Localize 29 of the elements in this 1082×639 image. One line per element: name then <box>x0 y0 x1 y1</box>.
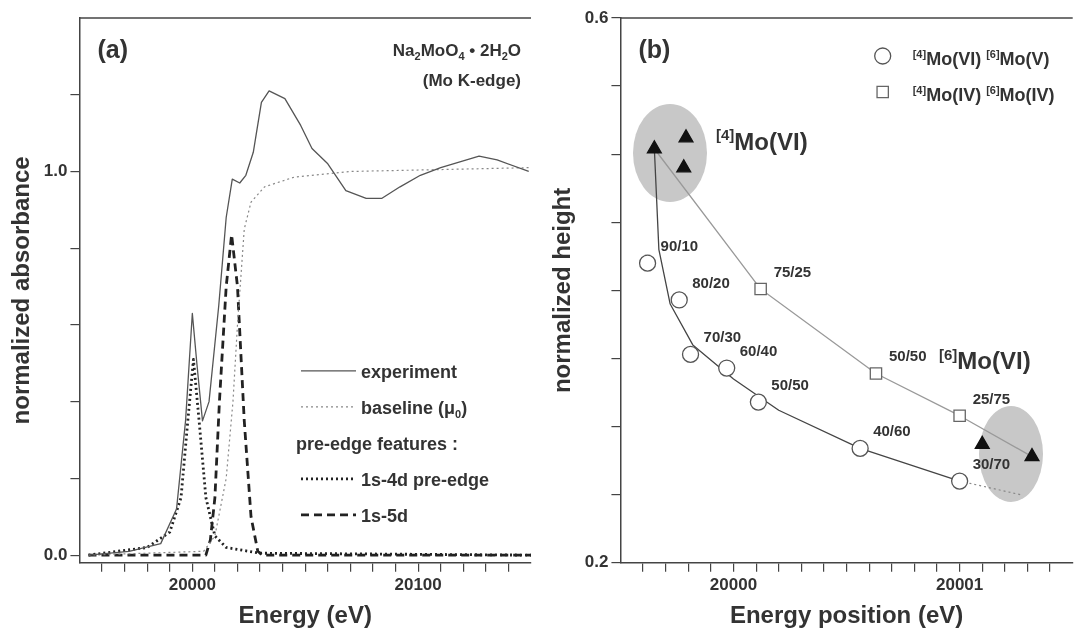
y-tick-label: 1.0 <box>43 161 68 181</box>
y-axis-title: normalized height <box>548 187 576 394</box>
annotation: 60/40 <box>739 342 778 360</box>
annotation: 80/20 <box>692 273 730 291</box>
annotation: 40/60 <box>873 422 911 440</box>
x-tick-label: 20100 <box>394 574 442 594</box>
annotation: 70/30 <box>703 328 742 346</box>
text: (b) <box>638 35 671 63</box>
legend-label: 1s-4d pre-edge <box>361 469 490 490</box>
x-axis-title: Energy (eV) <box>238 601 372 629</box>
y-tick-label: 0.2 <box>584 552 609 572</box>
y-tick-label: 0.0 <box>43 544 68 564</box>
annotation: 50/50 <box>771 376 809 394</box>
annotation: (Mo K-edge) <box>422 71 522 90</box>
x-tick-label: 20000 <box>709 574 758 594</box>
annotation: pre-edge features : <box>296 433 459 454</box>
annotation: 75/25 <box>773 263 812 281</box>
y-tick-label: 0.6 <box>584 7 609 27</box>
x-tick-label: 20001 <box>935 574 984 594</box>
annotation: 50/50 <box>888 347 927 365</box>
y-axis-title: normalized absorbance <box>7 156 35 425</box>
legend-label: experiment <box>361 361 458 382</box>
text: (a) <box>97 35 128 63</box>
x-axis-title: Energy position (eV) <box>729 601 964 629</box>
legend-label: 1s-5d <box>361 505 409 526</box>
x-tick-label: 20000 <box>168 574 216 594</box>
annotation: 25/75 <box>972 389 1011 407</box>
annotation: 90/10 <box>660 237 699 255</box>
annotation: 30/70 <box>972 455 1011 473</box>
